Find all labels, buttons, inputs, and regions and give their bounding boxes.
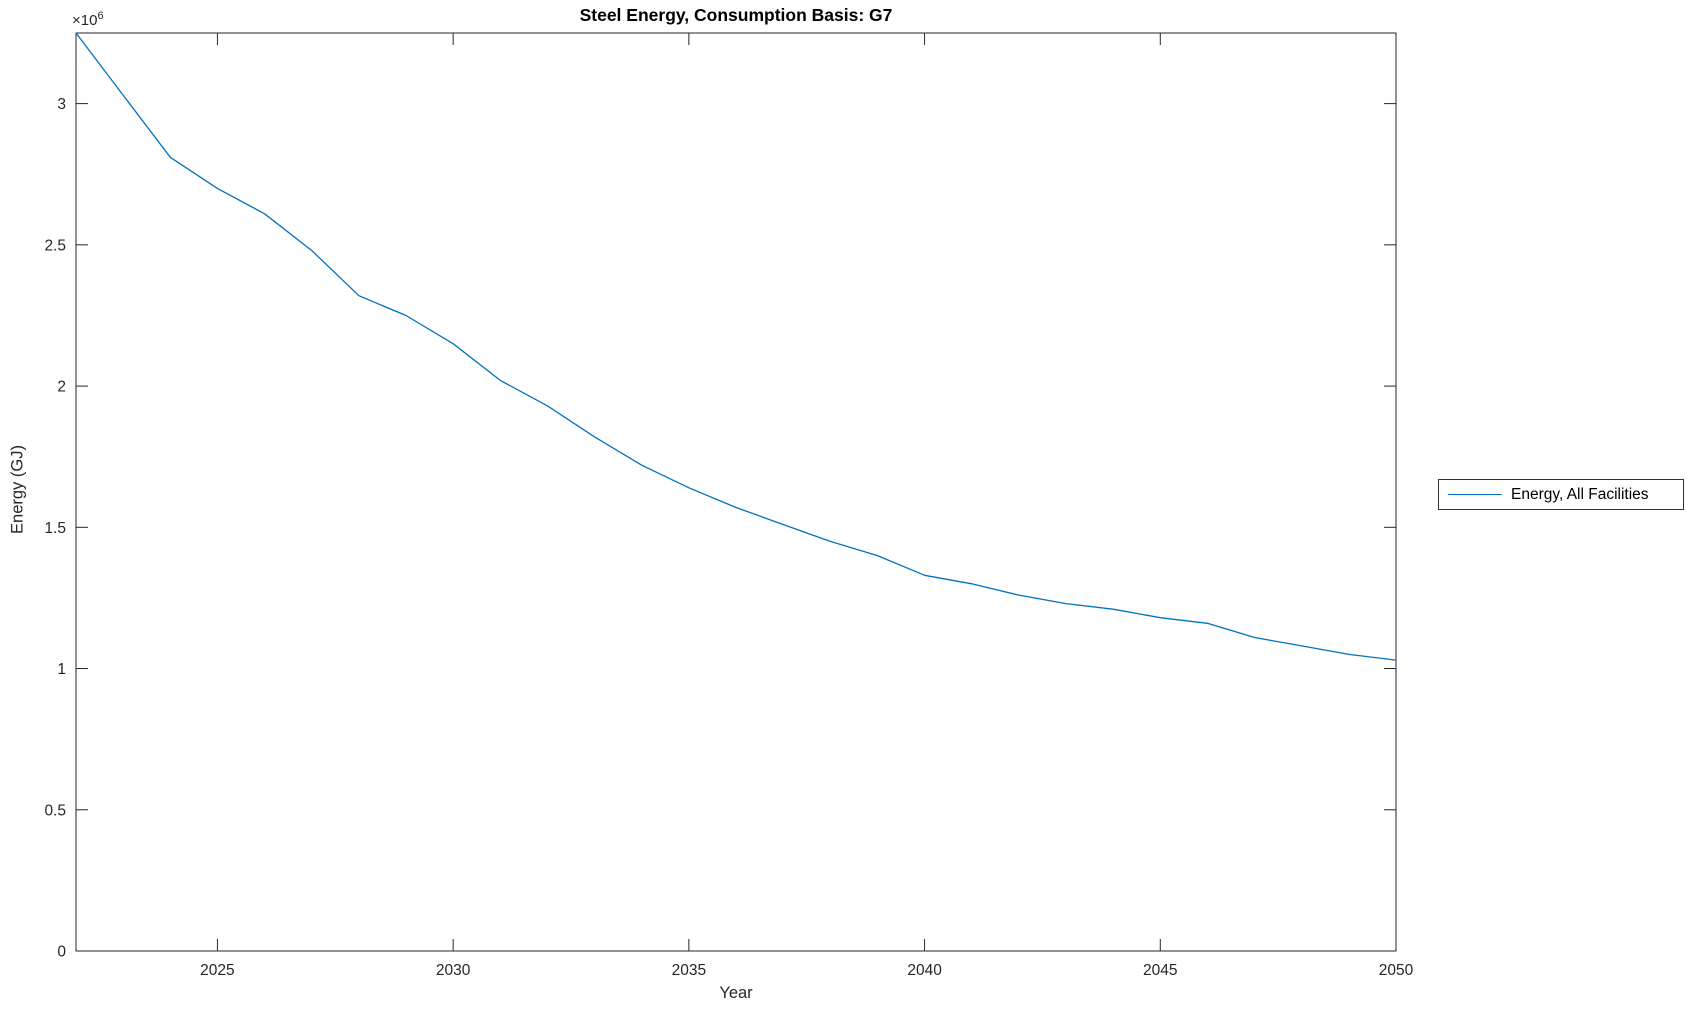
x-tick-label: 2045 bbox=[1143, 962, 1177, 979]
legend-entry-label: Energy, All Facilities bbox=[1511, 485, 1649, 503]
x-tick-label: 2025 bbox=[200, 962, 234, 979]
y-axis-label: Energy (GJ) bbox=[8, 445, 27, 534]
plot-area bbox=[75, 32, 1397, 952]
y-axis-multiplier-exponent: 6 bbox=[97, 10, 104, 22]
y-tick-label: 2 bbox=[57, 379, 66, 396]
legend-line-sample bbox=[1448, 493, 1502, 496]
legend-box: Energy, All Facilities bbox=[1438, 479, 1684, 510]
chart-title: Steel Energy, Consumption Basis: G7 bbox=[579, 5, 893, 25]
y-tick-label: 0 bbox=[57, 944, 66, 961]
x-tick-label: 2030 bbox=[436, 962, 471, 979]
energy-series-line bbox=[75, 32, 1397, 661]
x-tick-label: 2040 bbox=[907, 962, 942, 979]
y-tick-label: 1 bbox=[57, 661, 66, 678]
x-tick-label: 2050 bbox=[1379, 962, 1414, 979]
y-tick-label: 2.5 bbox=[44, 237, 66, 254]
y-axis-multiplier-base: ×10 bbox=[72, 12, 98, 29]
x-axis-label: Year bbox=[719, 984, 753, 1002]
legend-line-icon bbox=[1448, 493, 1502, 495]
y-axis-multiplier: ×106 bbox=[72, 10, 104, 29]
y-tick-label: 0.5 bbox=[44, 802, 66, 819]
y-tick-label: 3 bbox=[57, 96, 66, 113]
y-tick-label: 1.5 bbox=[44, 520, 66, 537]
x-tick-label: 2035 bbox=[672, 962, 706, 979]
